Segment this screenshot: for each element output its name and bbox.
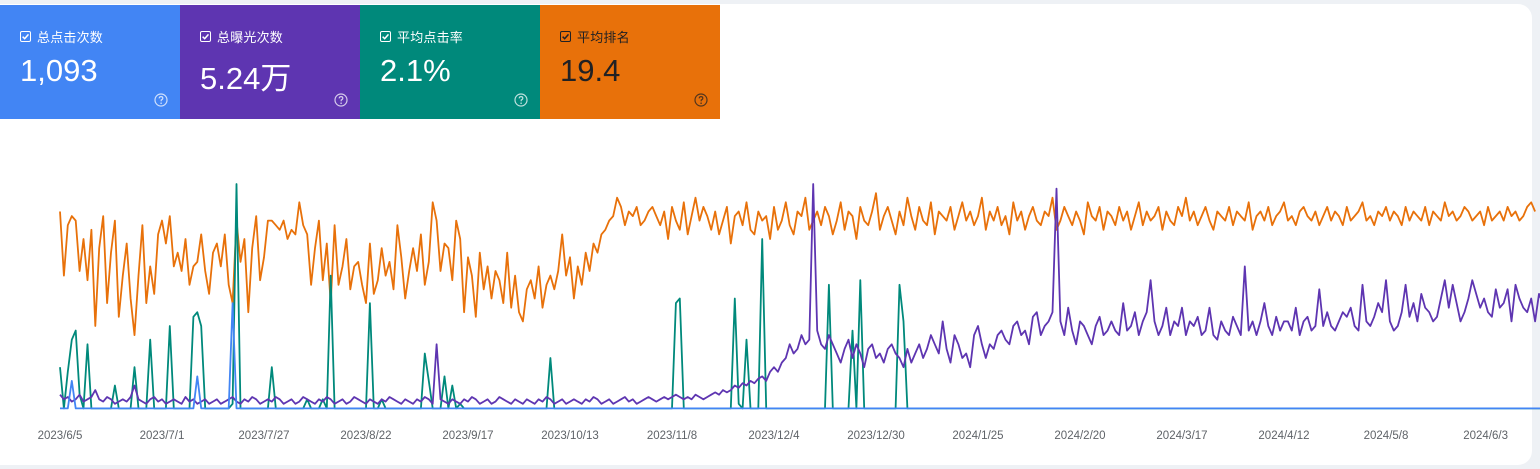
x-tick-label: 2023/7/1 xyxy=(140,430,185,442)
x-tick-label: 2023/6/5 xyxy=(38,430,83,442)
x-axis-ticks: 2023/6/5 2023/7/1 2023/7/27 2023/8/22 2023/9… xyxy=(38,430,1508,442)
metric-header: 总曝光次数 xyxy=(200,27,283,46)
help-circle-icon[interactable] xyxy=(694,93,708,107)
metric-tile-impressions[interactable]: 总曝光次数 5.24万 xyxy=(180,5,360,119)
x-tick-label: 2024/4/12 xyxy=(1258,430,1309,442)
x-tick-label: 2024/3/17 xyxy=(1156,430,1207,442)
metric-value: 1,093 xyxy=(20,53,98,88)
metric-tiles: 总点击次数 1,093 总曝光次数 5.24万 平均点击率 2 xyxy=(0,5,720,119)
x-tick-label: 2024/2/20 xyxy=(1054,430,1105,442)
metric-label: 平均排名 xyxy=(577,30,630,45)
x-tick-label: 2023/12/30 xyxy=(847,430,905,442)
checkbox-checked-icon[interactable] xyxy=(560,31,571,42)
metric-tile-ctr[interactable]: 平均点击率 2.1% xyxy=(360,5,540,119)
metric-value: 19.4 xyxy=(560,53,621,88)
metric-label: 总点击次数 xyxy=(37,30,104,45)
x-tick-label: 2023/10/13 xyxy=(541,430,599,442)
help-circle-icon[interactable] xyxy=(334,93,348,107)
performance-line-chart[interactable]: 2023/6/5 2023/7/1 2023/7/27 2023/8/22 2023/9… xyxy=(0,140,1540,460)
x-tick-label: 2023/9/17 xyxy=(442,430,493,442)
x-tick-label: 2023/8/22 xyxy=(340,430,391,442)
checkbox-checked-icon[interactable] xyxy=(20,31,31,42)
x-tick-label: 2023/11/8 xyxy=(647,430,697,442)
checkbox-checked-icon[interactable] xyxy=(200,31,211,42)
help-circle-icon[interactable] xyxy=(514,93,528,107)
checkbox-checked-icon[interactable] xyxy=(380,31,391,42)
series-line-3 xyxy=(60,302,1540,410)
metric-header: 总点击次数 xyxy=(20,27,103,46)
metric-label: 平均点击率 xyxy=(397,30,464,45)
series-layer xyxy=(59,183,1540,410)
metric-label: 总曝光次数 xyxy=(217,30,284,45)
x-tick-label: 2024/6/3 xyxy=(1463,430,1508,442)
metric-value: 5.24万 xyxy=(200,61,292,96)
metric-tile-clicks[interactable]: 总点击次数 1,093 xyxy=(0,5,180,119)
x-tick-label: 2023/12/4 xyxy=(748,430,800,442)
x-tick-label: 2024/5/8 xyxy=(1364,430,1409,442)
help-circle-icon[interactable] xyxy=(154,93,168,107)
metric-tile-position[interactable]: 平均排名 19.4 xyxy=(540,5,720,119)
metric-header: 平均点击率 xyxy=(380,27,463,46)
metric-header: 平均排名 xyxy=(560,27,630,46)
series-line-2 xyxy=(59,183,1540,405)
x-tick-label: 2024/1/25 xyxy=(952,430,1003,442)
series-line-0 xyxy=(59,192,1536,337)
metric-value: 2.1% xyxy=(380,53,451,88)
x-tick-label: 2023/7/27 xyxy=(238,430,289,442)
